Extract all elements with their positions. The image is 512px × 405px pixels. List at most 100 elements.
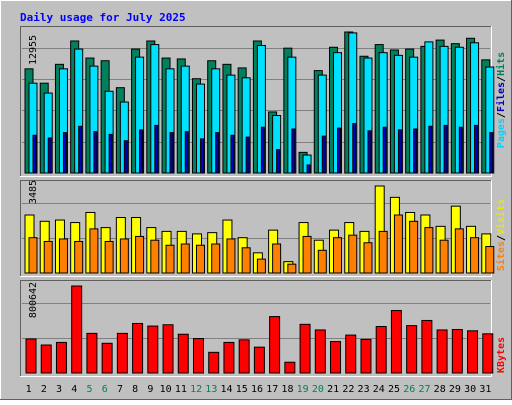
day-label: 9 (147, 384, 153, 395)
hits-files-pages-panel (20, 26, 495, 177)
pages-bar (123, 140, 128, 174)
pages-bar (321, 135, 326, 174)
pages-bar (276, 149, 281, 174)
pages-bar (47, 137, 52, 174)
legend-sep-3: / (496, 235, 507, 241)
day-label: 16 (251, 384, 263, 395)
pages-bar (93, 131, 98, 174)
kbytes-bar (177, 333, 189, 374)
kbytes-bar (330, 341, 342, 374)
pages-bar (337, 127, 342, 174)
pages-bar (215, 132, 220, 174)
legend-hits-panel: Pages/Files/Hits (495, 52, 507, 148)
kbytes-bar (116, 332, 128, 374)
sites-bar (195, 244, 205, 274)
pages-bar (245, 136, 250, 174)
day-label: 30 (464, 384, 476, 395)
kbytes-bar (223, 341, 235, 374)
visits-sites-panel (20, 180, 495, 277)
pages-bar (291, 128, 296, 174)
day-label: 17 (266, 384, 278, 395)
kbytes-bar (406, 325, 418, 374)
sites-bar (104, 240, 114, 274)
day-label: 3 (56, 384, 62, 395)
pages-bar (458, 126, 463, 174)
pages-bar (428, 125, 433, 174)
kbytes-bar (192, 338, 204, 374)
kbytes-bar (71, 285, 83, 374)
sites-bar (150, 239, 160, 274)
sites-bar (409, 220, 419, 274)
kbytes-bar (25, 338, 37, 374)
pages-bar (352, 123, 357, 174)
kbytes-bar (451, 329, 463, 374)
pages-bar (139, 129, 144, 174)
svg-text:Pages/Files/Hits: Pages/Files/Hits (495, 52, 507, 148)
pages-bar (260, 126, 265, 174)
sites-bar (378, 230, 388, 274)
kbytes-bar (253, 346, 265, 374)
kbytes-bar (345, 334, 357, 374)
sites-bar (211, 243, 221, 274)
pages-bar (306, 164, 311, 174)
day-label: 2 (41, 384, 47, 395)
day-label: 23 (358, 384, 370, 395)
sites-bar (180, 243, 190, 274)
legend-visits-panel: Sites/Visits (495, 199, 507, 271)
pages-bar (154, 124, 159, 174)
legend-sep-1: / (496, 112, 507, 118)
day-axis-labels: 1 2 3 4 5 6 7 8 9 10 11 12 13 14 15 16 17 18 19 20 21 22 23 24 2… (26, 384, 492, 395)
hits-scale-label: 12955 (28, 35, 39, 65)
kbytes-bar (55, 341, 67, 374)
kbytes-bar (360, 338, 372, 374)
kbytes-bar (86, 332, 98, 374)
visits-scale-label: 3485 (28, 180, 39, 204)
pages-bar (62, 132, 67, 174)
svg-text:Sites/Visits: Sites/Visits (495, 199, 507, 271)
pages-bar (382, 126, 387, 174)
sites-bar (119, 238, 129, 274)
kbytes-bar (147, 325, 159, 374)
legend-kbytes: KBytes (496, 337, 507, 373)
sites-bar (317, 249, 327, 274)
day-label: 27 (418, 384, 430, 395)
day-label: 25 (388, 384, 400, 395)
legend-sites: Sites (495, 241, 507, 271)
sites-bar (454, 228, 464, 274)
day-label: 10 (160, 384, 172, 395)
legend-hits: Hits (495, 52, 507, 76)
pages-bar (184, 131, 189, 174)
day-label: 11 (175, 384, 187, 395)
kbytes-bar (238, 339, 250, 374)
kbytes-bar (390, 310, 402, 374)
sites-bar (135, 235, 145, 274)
sites-bar (363, 242, 373, 274)
kbytes-bar (284, 361, 296, 374)
pages-bar (413, 128, 418, 174)
sites-bar (89, 228, 99, 274)
kbytes-bar (269, 316, 281, 374)
kbytes-bar (314, 329, 326, 374)
kbytes-bar (101, 342, 113, 374)
pages-bar (169, 132, 174, 174)
day-label: 24 (373, 384, 385, 395)
day-label: 19 (297, 384, 309, 395)
day-label: 21 (327, 384, 339, 395)
legend-visits: Visits (495, 199, 507, 235)
day-label: 12 (190, 384, 202, 395)
day-label: 4 (71, 384, 77, 395)
sites-bar (272, 243, 282, 274)
pages-bar (489, 132, 494, 174)
day-label: 8 (132, 384, 138, 395)
day-label: 1 (26, 384, 32, 395)
sites-bar (470, 237, 480, 274)
sites-bar (485, 246, 495, 274)
day-label: 15 (236, 384, 248, 395)
sites-bar (302, 235, 312, 274)
sites-bar (74, 240, 84, 274)
kbytes-bar (467, 330, 479, 374)
kbytes-bar (482, 333, 494, 374)
kbytes-bar (436, 329, 448, 374)
sites-bar (287, 263, 297, 274)
